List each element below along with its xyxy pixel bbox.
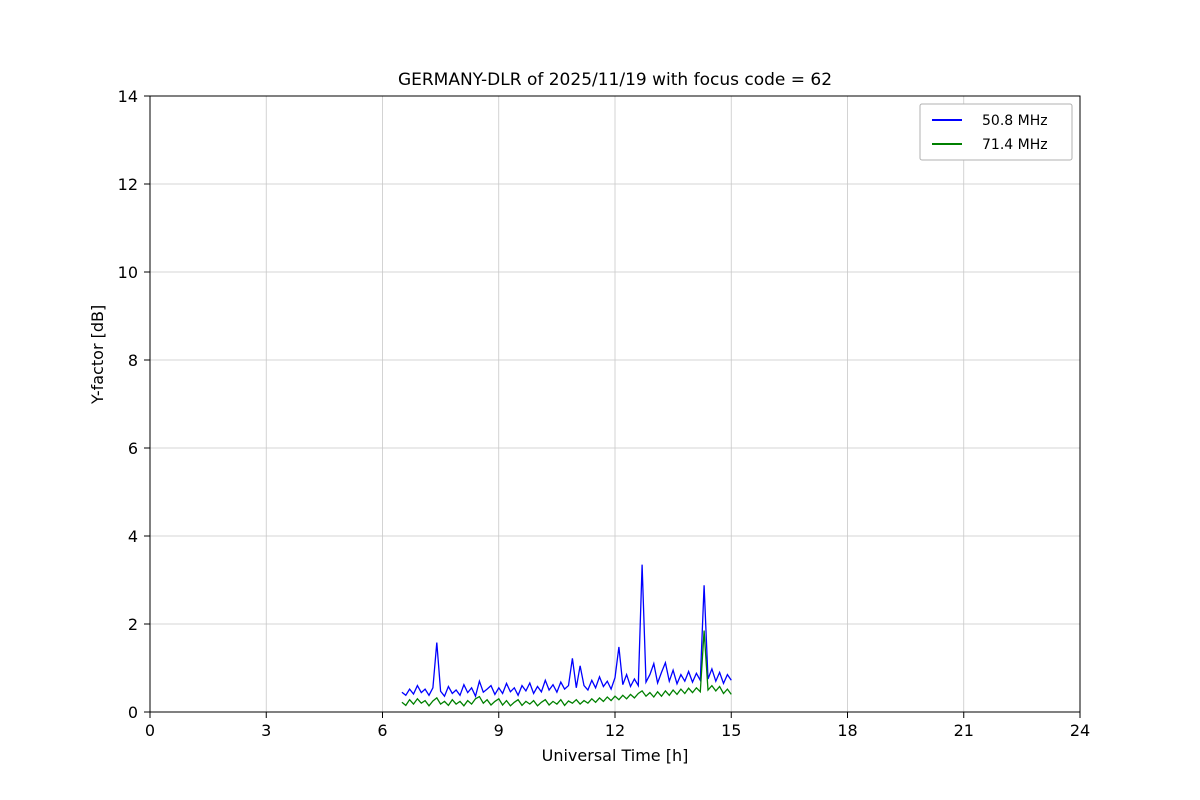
x-tick-label: 9 bbox=[494, 721, 504, 740]
grid-lines bbox=[149, 95, 1081, 713]
x-axis-label: Universal Time [h] bbox=[541, 746, 689, 765]
legend-box bbox=[919, 103, 1073, 161]
x-tick-label: 3 bbox=[261, 721, 271, 740]
x-tick-label: 21 bbox=[954, 721, 974, 740]
y-tick-label: 0 bbox=[128, 703, 138, 722]
chart-title: GERMANY-DLR of 2025/11/19 with focus cod… bbox=[397, 70, 833, 90]
x-tick-label: 12 bbox=[605, 721, 625, 740]
legend-label: 71.4 MHz bbox=[982, 137, 1048, 153]
x-tick-label: 24 bbox=[1070, 721, 1090, 740]
legend-label: 50.8 MHz bbox=[982, 113, 1048, 129]
y-tick-label: 2 bbox=[128, 615, 138, 634]
y-tick-label: 6 bbox=[128, 439, 138, 458]
y-tick-label: 8 bbox=[128, 351, 138, 370]
y-tick-label: 12 bbox=[118, 175, 138, 194]
x-tick-label: 18 bbox=[837, 721, 857, 740]
x-tick-label: 6 bbox=[377, 721, 387, 740]
series-line-1 bbox=[401, 630, 732, 707]
y-tick-label: 10 bbox=[118, 263, 138, 282]
y-tick-label: 4 bbox=[128, 527, 138, 546]
x-tick-label: 15 bbox=[721, 721, 741, 740]
x-tick-label: 0 bbox=[145, 721, 155, 740]
legend: 50.8 MHz 71.4 MHz bbox=[919, 103, 1073, 161]
series-line-0 bbox=[401, 564, 732, 699]
y-tick-label: 14 bbox=[118, 87, 138, 106]
